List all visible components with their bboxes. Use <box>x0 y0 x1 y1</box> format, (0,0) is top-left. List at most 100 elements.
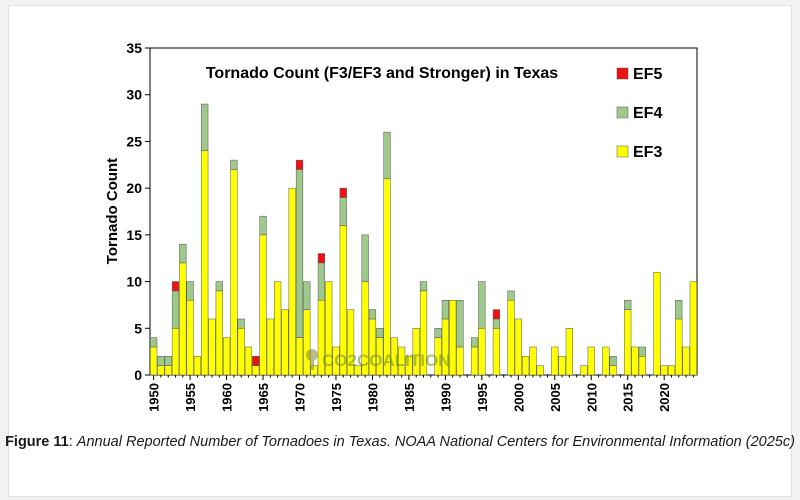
bar-ef3-1970 <box>295 337 304 376</box>
legend-swatch-ef5 <box>616 67 629 80</box>
y-tick-label: 20 <box>126 180 142 196</box>
y-axis: 0 5 10 15 20 25 30 35 <box>126 40 150 383</box>
bar-ef3-1967 <box>274 281 282 376</box>
legend-swatch-ef3 <box>616 145 629 158</box>
bar-ef3-2005 <box>551 346 559 376</box>
bar-ef5-1973 <box>317 253 326 264</box>
bar-ef3-1964 <box>252 365 260 376</box>
x-tick-label: 1975 <box>329 383 344 412</box>
bar-ef3-2002 <box>529 346 537 376</box>
x-tick-label: 2000 <box>511 383 526 412</box>
bar-ef3-2022 <box>675 318 683 376</box>
x-tick-label: 2005 <box>548 383 563 412</box>
bar-ef3-2000 <box>514 318 522 376</box>
legend: EF5 EF4 EF3 <box>616 66 662 161</box>
bar-ef4-2013 <box>609 356 617 366</box>
bars-layer <box>150 103 697 376</box>
y-tick-label: 10 <box>126 274 142 290</box>
bar-ef5-1953 <box>171 281 180 292</box>
bar-ef3-2015 <box>624 309 632 376</box>
bar-ef4-1965 <box>259 215 267 236</box>
x-tick-label: 1990 <box>438 383 453 412</box>
x-tick-label: 2010 <box>584 383 599 412</box>
y-tick-label: 0 <box>134 367 142 383</box>
x-tick-label: 1985 <box>402 383 417 412</box>
x-tick-label: 1955 <box>183 383 198 412</box>
bar-ef3-1999 <box>507 300 515 376</box>
bar-ef4-1962 <box>237 318 245 329</box>
tornado-count-chart: CO2COALITION 0 5 10 15 20 25 30 35 1950 1955 1960… <box>104 40 698 412</box>
y-tick-label: 15 <box>126 227 142 243</box>
bar-ef3-1982 <box>383 178 391 376</box>
bar-ef4-1989 <box>434 328 442 338</box>
bar-ef3-1968 <box>281 309 289 376</box>
bar-ef4-1952 <box>164 356 172 366</box>
bar-ef3-1955 <box>186 300 194 376</box>
y-tick-label: 25 <box>126 133 142 149</box>
bar-ef3-1950 <box>150 346 158 376</box>
bar-ef4-1992 <box>456 300 464 348</box>
x-axis: 1950 1955 1960 1965 1970 1975 1980 1985 1990 1995… <box>147 375 694 412</box>
y-axis-label: Tornado Count <box>104 158 121 264</box>
bar-ef3-2006 <box>558 356 566 376</box>
bar-ef3-1965 <box>259 234 267 376</box>
bar-ef4-1979 <box>361 234 369 282</box>
caption-label: Figure 11 <box>5 434 69 450</box>
bar-ef3-1997 <box>492 328 501 376</box>
bar-ef4-1982 <box>383 131 391 180</box>
x-tick-label: 1995 <box>475 383 490 412</box>
legend-label-ef5: EF5 <box>633 66 662 83</box>
bar-ef3-1992 <box>456 346 464 376</box>
bar-ef3-2003 <box>536 365 544 376</box>
bar-ef3-1966 <box>266 318 274 376</box>
bar-ef4-1981 <box>376 328 384 338</box>
caption-separator: : <box>68 434 77 450</box>
bar-ef4-1995 <box>478 281 486 329</box>
figure-caption: Figure 11: Annual Reported Number of Tor… <box>0 432 800 452</box>
x-tick-label: 1980 <box>365 383 380 412</box>
bar-ef3-1960 <box>222 337 231 376</box>
bar-ef3-2017 <box>638 356 646 376</box>
bar-ef3-1952 <box>164 365 172 376</box>
watermark-text: CO2COALITION <box>322 351 450 370</box>
bar-ef5-1970 <box>295 159 304 170</box>
y-tick-label: 30 <box>126 87 142 103</box>
bar-ef4-2015 <box>624 300 632 310</box>
bar-ef4-1971 <box>303 281 311 310</box>
x-tick-label: 1965 <box>256 383 271 412</box>
bar-ef4-2017 <box>638 346 646 357</box>
bar-ef4-1976 <box>339 197 347 226</box>
bar-ef3-1954 <box>179 262 187 376</box>
legend-label-ef3: EF3 <box>633 144 662 161</box>
bar-ef3-1961 <box>230 169 238 376</box>
x-tick-label: 1950 <box>147 383 162 412</box>
bar-ef4-1997 <box>492 318 501 329</box>
bar-ef3-2009 <box>580 365 588 376</box>
x-tick-label: 1970 <box>293 383 308 412</box>
bar-ef3-1969 <box>288 187 296 376</box>
watermark-logo: CO2COALITION <box>306 349 450 370</box>
bar-ef3-2021 <box>667 365 676 376</box>
bar-ef5-1964 <box>252 356 260 366</box>
bar-ef4-1957 <box>201 103 209 152</box>
bar-ef3-2019 <box>653 271 661 376</box>
bar-ef3-1971 <box>303 309 311 376</box>
bar-ef3-2016 <box>631 346 639 376</box>
bar-ef3-1963 <box>244 346 253 376</box>
x-tick-label: 2015 <box>621 383 636 412</box>
bar-ef3-2020 <box>660 365 668 376</box>
legend-swatch-ef4 <box>616 106 629 119</box>
bar-ef3-1994 <box>470 346 479 376</box>
bar-ef4-1961 <box>230 159 238 170</box>
bar-ef3-2010 <box>587 346 595 376</box>
bar-ef4-1953 <box>171 290 180 329</box>
bar-ef4-2022 <box>675 300 683 320</box>
bar-ef3-2023 <box>682 346 690 376</box>
bar-ef3-2012 <box>602 346 610 376</box>
bar-ef3-2001 <box>522 356 530 376</box>
bar-ef3-1962 <box>237 328 245 376</box>
bar-ef3-1951 <box>157 365 165 376</box>
bar-ef3-1958 <box>208 318 216 376</box>
bar-ef3-2024 <box>689 281 697 376</box>
bar-ef3-1959 <box>215 290 223 376</box>
